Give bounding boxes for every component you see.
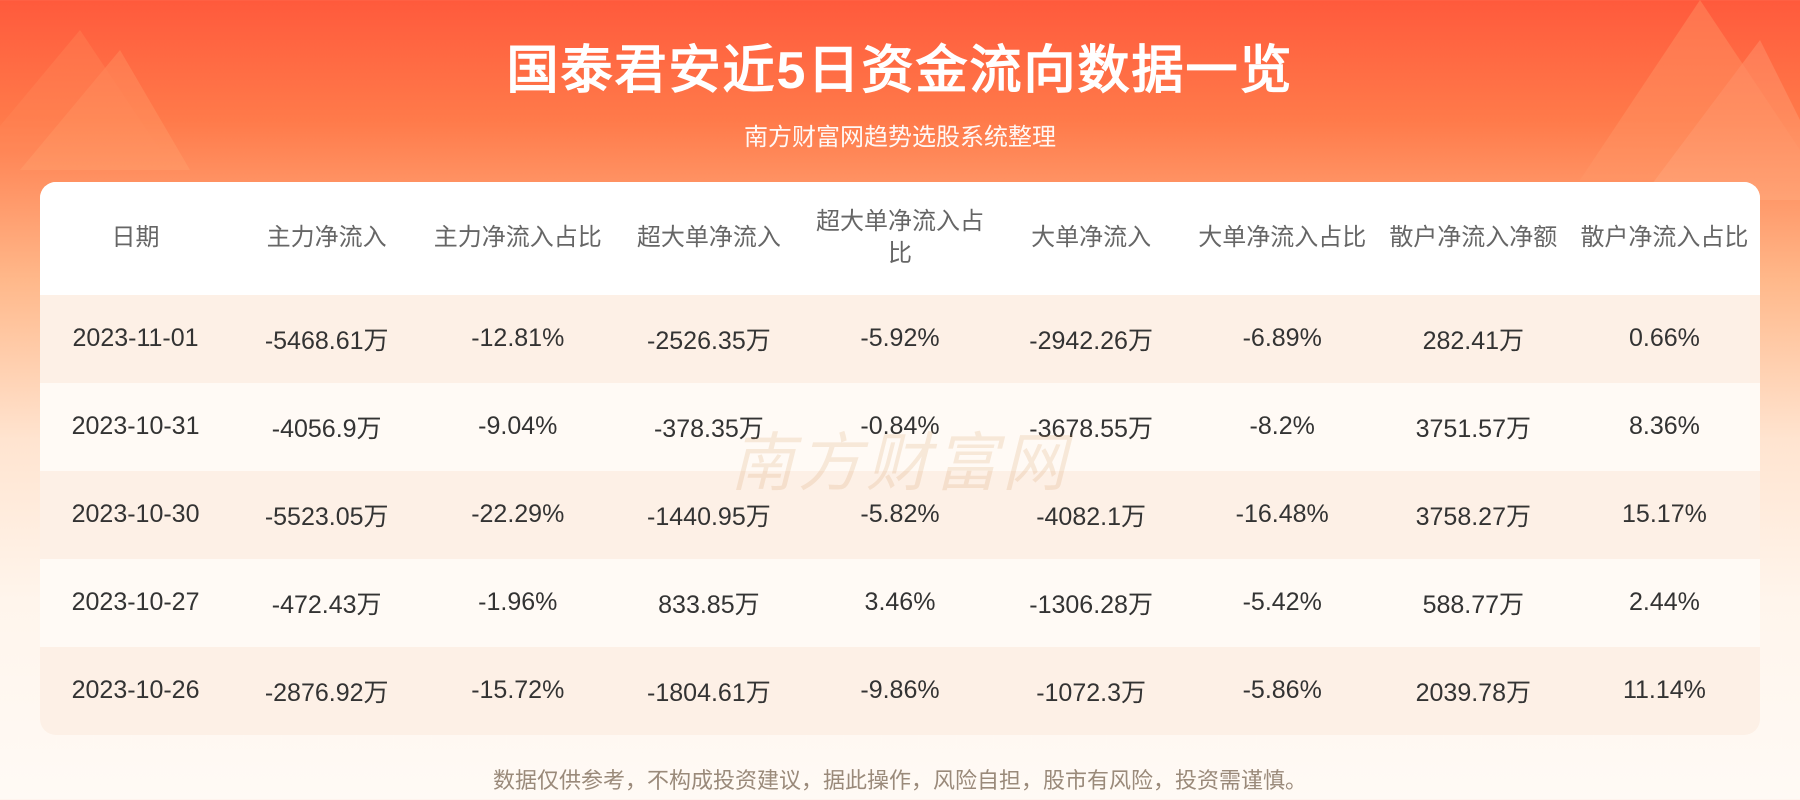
cell: -2876.92万 — [231, 647, 422, 735]
cell: -0.84% — [804, 383, 995, 471]
header: 国泰君安近5日资金流向数据一览 南方财富网趋势选股系统整理 — [0, 0, 1800, 152]
cell: -1306.28万 — [996, 559, 1187, 647]
cell: -5.42% — [1187, 559, 1378, 647]
cell: -16.48% — [1187, 471, 1378, 559]
col-main-net: 主力净流入 — [231, 182, 422, 295]
cell: 2023-11-01 — [40, 295, 231, 383]
cell: -6.89% — [1187, 295, 1378, 383]
page-title: 国泰君安近5日资金流向数据一览 — [0, 28, 1800, 103]
cell: -5.86% — [1187, 647, 1378, 735]
cell: 2023-10-31 — [40, 383, 231, 471]
cell: 282.41万 — [1378, 295, 1569, 383]
table-row: 2023-10-31 -4056.9万 -9.04% -378.35万 -0.8… — [40, 383, 1760, 471]
cell: -9.04% — [422, 383, 613, 471]
page-subtitle: 南方财富网趋势选股系统整理 — [0, 117, 1800, 152]
cell: -4056.9万 — [231, 383, 422, 471]
cell: 2039.78万 — [1378, 647, 1569, 735]
cell: -5.82% — [804, 471, 995, 559]
cell: 2023-10-30 — [40, 471, 231, 559]
cell: -5.92% — [804, 295, 995, 383]
col-xl-net: 超大单净流入 — [613, 182, 804, 295]
col-large-net-pct: 大单净流入占比 — [1187, 182, 1378, 295]
cell: -22.29% — [422, 471, 613, 559]
cell: -4082.1万 — [996, 471, 1187, 559]
cell: -15.72% — [422, 647, 613, 735]
col-xl-net-pct: 超大单净流入占比 — [804, 182, 995, 295]
cell: 3751.57万 — [1378, 383, 1569, 471]
cell: 2023-10-27 — [40, 559, 231, 647]
col-main-net-pct: 主力净流入占比 — [422, 182, 613, 295]
cell: 11.14% — [1569, 647, 1760, 735]
cell: -5523.05万 — [231, 471, 422, 559]
cell: 8.36% — [1569, 383, 1760, 471]
cell: -472.43万 — [231, 559, 422, 647]
cell: -1440.95万 — [613, 471, 804, 559]
fund-flow-table: 日期 主力净流入 主力净流入占比 超大单净流入 超大单净流入占比 大单净流入 大… — [40, 182, 1760, 735]
cell: -8.2% — [1187, 383, 1378, 471]
cell: 2.44% — [1569, 559, 1760, 647]
cell: 0.66% — [1569, 295, 1760, 383]
col-date: 日期 — [40, 182, 231, 295]
cell: -2942.26万 — [996, 295, 1187, 383]
cell: -1.96% — [422, 559, 613, 647]
cell: 833.85万 — [613, 559, 804, 647]
cell: 3758.27万 — [1378, 471, 1569, 559]
disclaimer: 数据仅供参考，不构成投资建议，据此操作，风险自担，股市有风险，投资需谨慎。 — [0, 763, 1800, 795]
table-body: 2023-11-01 -5468.61万 -12.81% -2526.35万 -… — [40, 295, 1760, 735]
table-header: 日期 主力净流入 主力净流入占比 超大单净流入 超大单净流入占比 大单净流入 大… — [40, 182, 1760, 295]
table-row: 2023-10-27 -472.43万 -1.96% 833.85万 3.46%… — [40, 559, 1760, 647]
col-large-net: 大单净流入 — [996, 182, 1187, 295]
cell: -12.81% — [422, 295, 613, 383]
cell: 3.46% — [804, 559, 995, 647]
cell: -1804.61万 — [613, 647, 804, 735]
cell: -378.35万 — [613, 383, 804, 471]
col-retail-net-pct: 散户净流入占比 — [1569, 182, 1760, 295]
cell: -5468.61万 — [231, 295, 422, 383]
cell: -2526.35万 — [613, 295, 804, 383]
cell: 588.77万 — [1378, 559, 1569, 647]
table-row: 2023-10-30 -5523.05万 -22.29% -1440.95万 -… — [40, 471, 1760, 559]
table-row: 2023-11-01 -5468.61万 -12.81% -2526.35万 -… — [40, 295, 1760, 383]
col-retail-net: 散户净流入净额 — [1378, 182, 1569, 295]
cell: -3678.55万 — [996, 383, 1187, 471]
table-container: 南方财富网 日期 主力净流入 主力净流入占比 超大单净流入 超大单净流入占比 大… — [40, 182, 1760, 735]
cell: -1072.3万 — [996, 647, 1187, 735]
cell: -9.86% — [804, 647, 995, 735]
cell: 15.17% — [1569, 471, 1760, 559]
table-row: 2023-10-26 -2876.92万 -15.72% -1804.61万 -… — [40, 647, 1760, 735]
cell: 2023-10-26 — [40, 647, 231, 735]
